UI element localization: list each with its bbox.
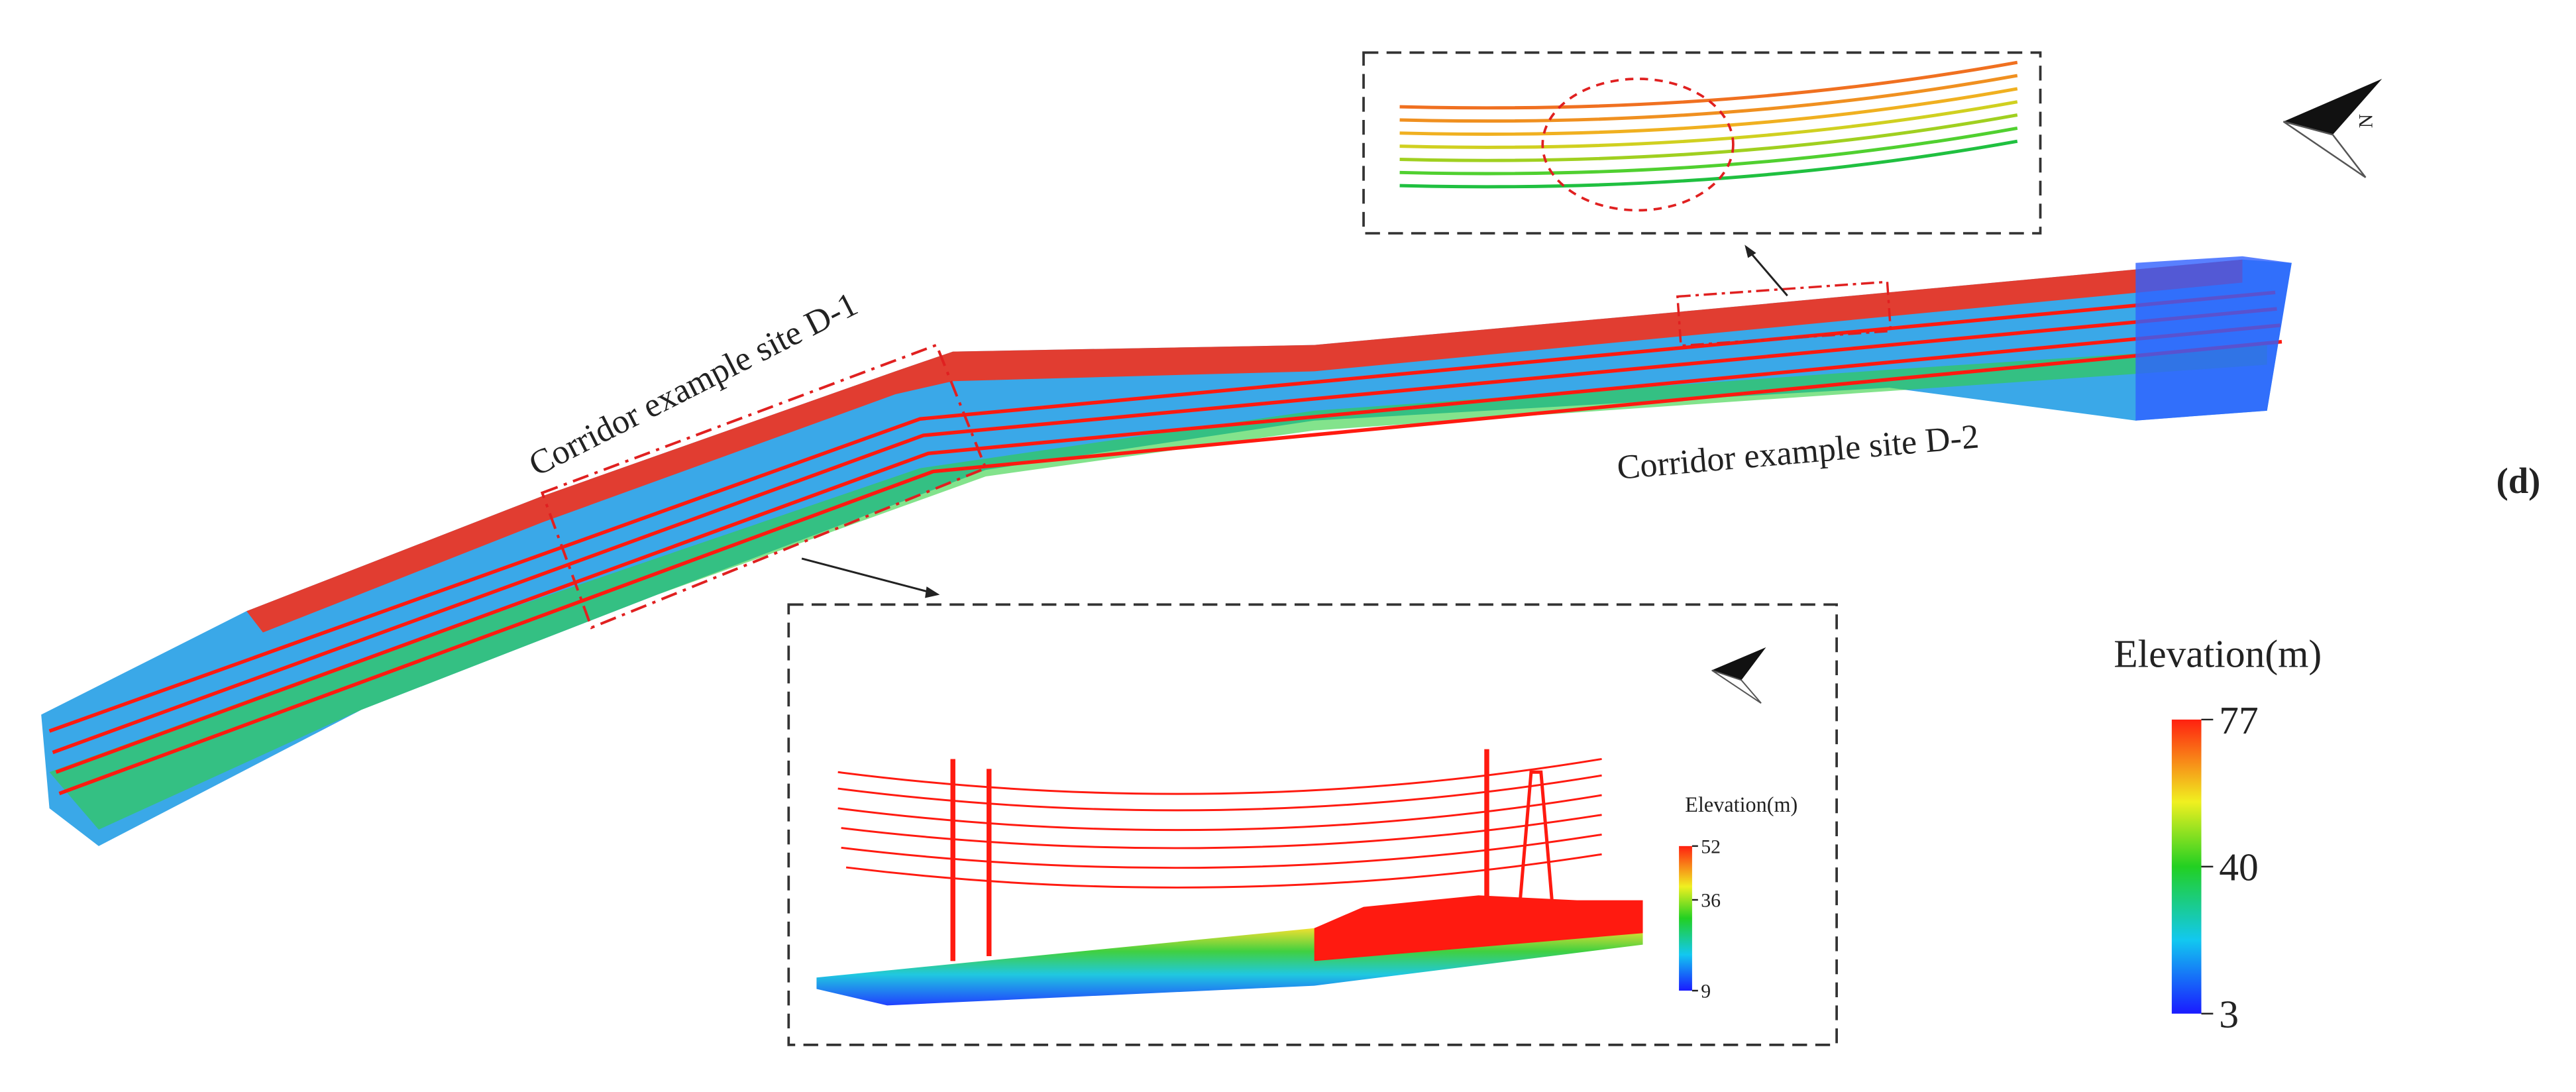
- north-arrow: N: [2282, 79, 2383, 178]
- colorbar-ticks: 9 36 52: [1691, 836, 1721, 1002]
- colorbar-title: Elevation(m): [1685, 792, 1798, 816]
- power-lines: [48, 290, 2282, 796]
- colorbar: [2171, 719, 2202, 1014]
- arrow-head: [1744, 245, 1756, 258]
- colorbar-tick-label: 36: [1701, 889, 1721, 911]
- annotation: Corridor example site D-2: [1615, 417, 1980, 487]
- vegetation-top: [246, 259, 2243, 633]
- corridor-cloud: [41, 259, 2292, 846]
- colorbar-title: Elevation(m): [2114, 632, 2322, 676]
- colorbar-tick-label: 77: [2219, 698, 2259, 742]
- svg-text:N: N: [2355, 114, 2377, 129]
- north-arrow: [1711, 647, 1766, 704]
- colorbar-ticks: 3 40 77: [2201, 698, 2259, 1036]
- site-box: [540, 343, 988, 629]
- panel-label: (d): [2496, 461, 2541, 501]
- inset-frame: [787, 603, 1838, 1046]
- vegetation-low: [49, 345, 2267, 830]
- inset-frame: [1362, 51, 2042, 235]
- gap-highlight: [1541, 78, 1735, 212]
- site-end: [2135, 256, 2292, 421]
- arrow: [1747, 248, 1788, 297]
- colorbar-tick-label: 52: [1701, 836, 1721, 857]
- arrow: [801, 557, 934, 594]
- arrow-head: [925, 586, 940, 598]
- colorbar-tick-label: 3: [2219, 993, 2239, 1036]
- colorbar-tick-label: 40: [2219, 846, 2259, 889]
- colorbar: [1679, 846, 1692, 991]
- colorbar-tick-label: 9: [1701, 980, 1711, 1002]
- tower-scene: [816, 749, 1643, 1006]
- corridor: [41, 256, 2292, 846]
- inset-lines: [1399, 60, 2018, 189]
